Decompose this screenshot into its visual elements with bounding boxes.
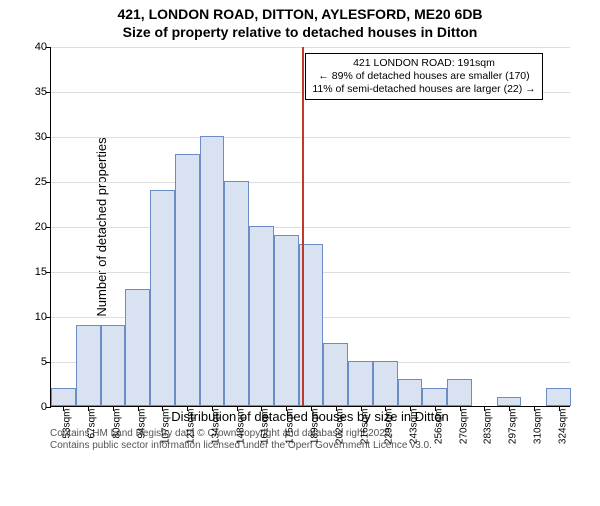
xtick-label: 134sqm bbox=[210, 409, 221, 445]
annotation-line: 11% of semi-detached houses are larger (… bbox=[312, 83, 535, 96]
histogram-bar bbox=[224, 181, 249, 406]
histogram-bar bbox=[323, 343, 348, 406]
xtick-label: 256sqm bbox=[433, 409, 444, 445]
gridline-h bbox=[51, 137, 570, 138]
ytick-label: 20 bbox=[23, 221, 47, 233]
histogram-bar bbox=[51, 388, 76, 406]
ytick-label: 35 bbox=[23, 86, 47, 98]
annotation-box: 421 LONDON ROAD: 191sqm← 89% of detached… bbox=[305, 53, 542, 100]
histogram-bar bbox=[398, 379, 423, 406]
ytick-label: 0 bbox=[23, 401, 47, 413]
xtick-label: 202sqm bbox=[334, 409, 345, 445]
histogram-bar bbox=[447, 379, 472, 406]
xtick-label: 297sqm bbox=[508, 409, 519, 445]
xtick-label: 270sqm bbox=[458, 409, 469, 445]
xtick-label: 229sqm bbox=[384, 409, 395, 445]
xtick-label: 107sqm bbox=[161, 409, 172, 445]
ytick-label: 15 bbox=[23, 266, 47, 278]
xtick-label: 189sqm bbox=[310, 409, 321, 445]
annotation-line: 421 LONDON ROAD: 191sqm bbox=[312, 57, 535, 70]
histogram-bar bbox=[101, 325, 126, 406]
histogram-bar bbox=[150, 190, 175, 406]
histogram-bar bbox=[249, 226, 274, 406]
histogram-bar bbox=[175, 154, 200, 406]
xtick-label: 216sqm bbox=[359, 409, 370, 445]
ytick-label: 5 bbox=[23, 356, 47, 368]
plot-region: 051015202530354053sqm67sqm80sqm94sqm107s… bbox=[50, 47, 570, 407]
gridline-h bbox=[51, 47, 570, 48]
xtick-label: 80sqm bbox=[111, 409, 122, 439]
xtick-label: 121sqm bbox=[186, 409, 197, 445]
histogram-bar bbox=[348, 361, 373, 406]
title-line-2: Size of property relative to detached ho… bbox=[0, 24, 600, 42]
ytick-label: 30 bbox=[23, 131, 47, 143]
histogram-bar bbox=[274, 235, 299, 406]
xtick-label: 310sqm bbox=[532, 409, 543, 445]
xtick-label: 148sqm bbox=[235, 409, 246, 445]
xtick-label: 67sqm bbox=[87, 409, 98, 439]
chart-area: Number of detached properties 0510152025… bbox=[50, 47, 570, 407]
histogram-bar bbox=[497, 397, 522, 406]
xtick-label: 94sqm bbox=[136, 409, 147, 439]
xtick-label: 283sqm bbox=[483, 409, 494, 445]
histogram-bar bbox=[76, 325, 101, 406]
histogram-bar bbox=[125, 289, 150, 406]
ytick-label: 25 bbox=[23, 176, 47, 188]
annotation-line: ← 89% of detached houses are smaller (17… bbox=[312, 70, 535, 83]
gridline-h bbox=[51, 182, 570, 183]
histogram-bar bbox=[373, 361, 398, 406]
xtick-label: 175sqm bbox=[285, 409, 296, 445]
ytick-label: 40 bbox=[23, 41, 47, 53]
xtick-label: 53sqm bbox=[62, 409, 73, 439]
histogram-bar bbox=[546, 388, 571, 406]
histogram-bar bbox=[200, 136, 225, 406]
xtick-label: 243sqm bbox=[409, 409, 420, 445]
xtick-label: 324sqm bbox=[557, 409, 568, 445]
gridline-h bbox=[51, 227, 570, 228]
ytick-label: 10 bbox=[23, 311, 47, 323]
reference-line bbox=[302, 47, 304, 406]
xtick-label: 161sqm bbox=[260, 409, 271, 445]
title-line-1: 421, LONDON ROAD, DITTON, AYLESFORD, ME2… bbox=[0, 6, 600, 24]
histogram-bar bbox=[422, 388, 447, 406]
chart-title: 421, LONDON ROAD, DITTON, AYLESFORD, ME2… bbox=[0, 6, 600, 41]
